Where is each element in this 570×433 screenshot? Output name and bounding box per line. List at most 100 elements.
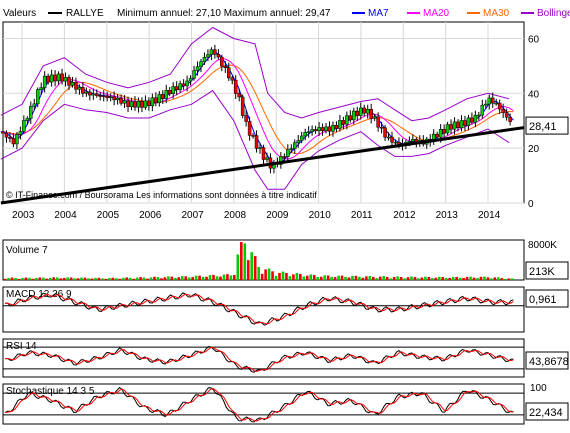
volume-bar [52,277,56,280]
x-year-label-4: 2007 [181,210,204,221]
volume-bar [177,277,181,280]
candle-body [216,53,221,58]
volume-bar [45,278,49,280]
volume-bar [365,276,368,280]
candle-body [501,108,505,113]
volume-bar [382,276,386,280]
volume-bar [24,277,28,280]
candle-body [227,67,231,79]
candle-body [29,106,33,119]
macd-panel-title: MACD 12 26 9 [6,289,72,300]
candle-body [49,74,54,83]
candle-body [115,97,120,101]
legend-label-1: MA20 [423,8,450,19]
volume-bar [441,277,445,280]
volume-bar [354,275,358,280]
volume-bar [431,278,434,280]
candle-body [154,97,158,104]
volume-bar [66,277,69,280]
candle-body [53,74,57,82]
volume-bar [410,276,413,280]
candle-body [306,131,311,133]
volume-bar [118,278,122,280]
volume-bar [55,277,59,280]
candle-body [161,94,165,99]
volume-bar [503,278,507,280]
candle-body [359,107,363,116]
candle-body [355,110,360,116]
volume-bar [121,277,125,280]
legend-label-2: MA30 [483,8,510,19]
volume-bar [149,277,153,280]
volume-bar [451,276,455,280]
candle-body [289,148,294,150]
volume-bar [507,278,511,280]
candle-body [240,96,245,116]
candle-body [213,49,217,55]
stochastic-panel: Stochastique 14 3 5 100 22,434 [2,383,569,425]
candle-body [324,126,328,132]
volume-bar [274,275,278,280]
candle-body [230,77,234,81]
volume-bar [455,276,458,280]
candle-body [237,93,241,98]
candle-body [386,136,391,139]
volume-bar [153,276,156,280]
candle-body [282,156,287,158]
volume-bar [326,275,330,280]
x-year-label-1: 2004 [54,210,77,221]
candle-body [77,87,82,90]
candle-body [70,82,75,86]
candle-body [456,121,460,128]
price-frame [2,21,525,204]
volume-bar [160,278,163,280]
volume-bar [31,278,35,280]
candle-body [494,102,498,105]
volume-bar [28,277,31,280]
candle-body [362,107,366,114]
copyright-text: © IT-Finance.com / Boursorama Les inform… [6,190,317,200]
volume-bar [236,254,240,280]
candle-body [119,97,123,104]
x-year-label-3: 2006 [139,210,162,221]
candle-body [313,129,318,132]
volume-bar [347,277,351,280]
volume-bar [288,276,292,280]
candle-body [129,101,134,107]
volume-bar [219,276,222,280]
volume-bar [208,275,212,280]
volume-bar [7,277,10,280]
volume-bar [444,278,448,280]
volume-bar [21,277,24,280]
volume-title: Volume 7 [6,245,48,256]
candle-body [98,95,103,97]
candle-body [372,116,377,119]
rsi-panel: RSI 14 43,8678 [2,338,569,378]
volume-bar [392,276,396,280]
candle-body [490,97,495,104]
volume-bar [417,278,420,280]
stoch-panel-signal-line [5,388,514,422]
candle-body [484,103,488,106]
macd-panel-signal-line [5,293,514,325]
y-tick-label-2: 40 [528,89,540,100]
candle-body [466,117,471,126]
volume-bar [434,277,438,280]
candle-body [331,125,335,132]
volume-bar [132,278,135,280]
volume-bar [472,277,476,280]
candle-body [18,131,23,135]
volume-last-box [525,261,569,280]
volume-bar [497,277,500,280]
volume-bar [333,277,337,280]
volume-bar [170,276,174,280]
volume-bar [257,267,260,280]
candle-body [296,140,300,144]
volume-bar [233,274,236,280]
candle-body [477,114,481,117]
candle-body [4,132,9,138]
candle-body [463,120,467,126]
candle-body [299,135,304,141]
volume-bar [424,276,427,280]
